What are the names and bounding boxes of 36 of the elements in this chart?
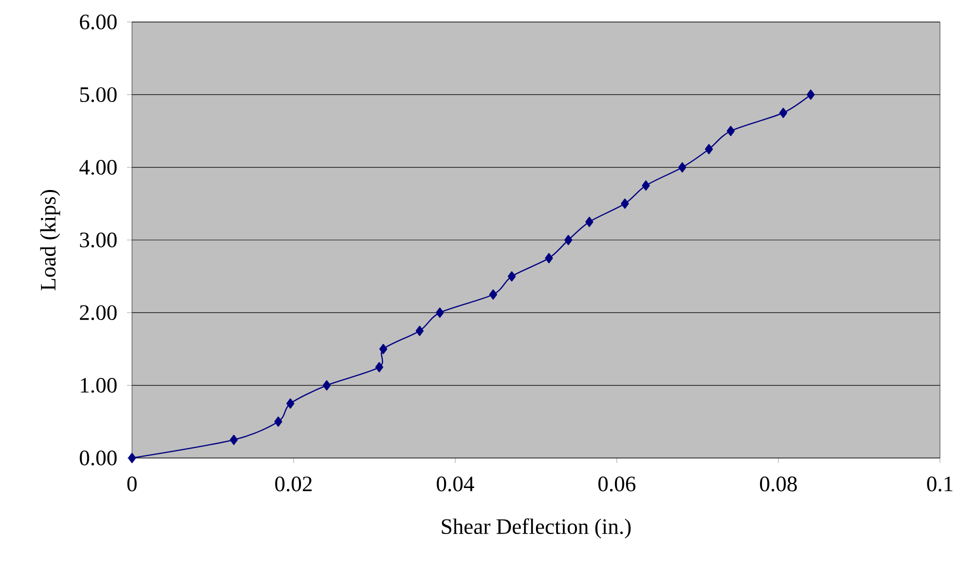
x-tick-label: 0.04 (436, 476, 474, 492)
point (489, 289, 498, 300)
y-tick-label: 2.00 (80, 305, 117, 320)
point (585, 216, 594, 227)
y-tick-label: 0.00 (80, 450, 117, 466)
point (436, 308, 444, 318)
x-tick-label: 0.02 (275, 476, 312, 492)
x-tick-label: 0.08 (760, 476, 797, 492)
x-axis-title: Shear Deflection (in.) (442, 518, 631, 539)
point (704, 144, 713, 154)
point (128, 452, 136, 464)
point (286, 398, 294, 409)
y-tick-label: 6.00 (80, 14, 117, 30)
point (375, 362, 384, 372)
point (274, 416, 282, 427)
x-tick-label: 0.06 (598, 476, 636, 492)
y-tick-label: 1.00 (80, 378, 117, 393)
point (678, 162, 686, 172)
point (564, 234, 572, 246)
point (620, 198, 629, 209)
point (379, 344, 388, 354)
x-tick-label: 0 (127, 476, 137, 492)
y-axis-title: Load (kips) (40, 190, 60, 290)
point (806, 90, 815, 100)
point (642, 180, 650, 191)
point (230, 434, 238, 445)
point (416, 326, 424, 336)
y-tick-label: 4.00 (79, 160, 117, 175)
point (779, 108, 788, 118)
point (322, 380, 331, 390)
x-tick-label: 0.1 (927, 476, 952, 492)
y-tick-label: 5.00 (80, 87, 117, 102)
point (544, 253, 553, 264)
point (726, 126, 735, 136)
point (508, 271, 516, 282)
y-tick-label: 3.00 (80, 232, 117, 248)
